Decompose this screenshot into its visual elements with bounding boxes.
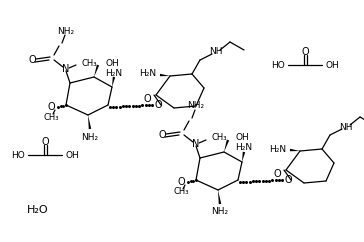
Text: CH₃: CH₃ [212,134,228,143]
Text: O: O [177,177,185,187]
Text: H₂N: H₂N [236,144,253,152]
Polygon shape [218,190,221,204]
Text: O: O [47,102,55,112]
Text: H₂O: H₂O [27,205,49,215]
Text: NH₂: NH₂ [187,101,205,111]
Text: OH: OH [105,59,119,68]
Text: O: O [154,100,162,110]
Text: OH: OH [65,151,79,159]
Text: OH: OH [325,60,339,69]
Polygon shape [88,115,91,129]
Text: O: O [41,137,49,147]
Text: HO: HO [271,60,285,69]
Polygon shape [94,65,99,77]
Text: O: O [301,47,309,57]
Text: NH: NH [339,122,353,131]
Text: NH: NH [209,47,223,56]
Polygon shape [160,74,170,76]
Text: H₂N: H₂N [139,69,156,78]
Text: N: N [62,64,70,74]
Text: O: O [143,94,151,104]
Text: CH₃: CH₃ [82,59,98,68]
Polygon shape [224,140,229,152]
Text: O: O [284,175,292,185]
Text: O: O [28,55,36,65]
Polygon shape [112,77,115,87]
Text: N: N [192,139,200,149]
Text: O: O [273,169,281,179]
Text: CH₃: CH₃ [173,188,189,197]
Polygon shape [242,152,245,162]
Text: OH: OH [235,134,249,143]
Text: NH₂: NH₂ [58,27,75,36]
Text: HO: HO [11,151,25,159]
Text: NH₂: NH₂ [82,133,99,142]
Text: NH₂: NH₂ [211,207,229,217]
Text: H₂N: H₂N [269,144,286,153]
Text: O: O [158,130,166,140]
Text: H₂N: H₂N [106,68,123,77]
Polygon shape [290,149,300,151]
Text: CH₃: CH₃ [43,113,59,121]
